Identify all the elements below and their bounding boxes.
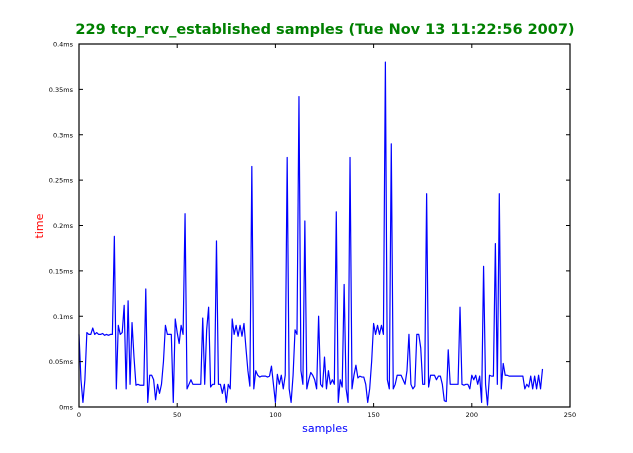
x-tick-label: 0 xyxy=(77,411,81,419)
y-tick-label: 0.05ms xyxy=(49,358,74,366)
y-tick-label: 0.15ms xyxy=(49,267,74,275)
plot-frame xyxy=(78,43,571,408)
y-tick-label: 0ms xyxy=(59,404,73,412)
y-tick-label: 0.35ms xyxy=(49,86,74,94)
x-tick-label: 200 xyxy=(466,411,478,419)
y-tick-label: 0.25ms xyxy=(49,177,74,185)
y-axis-label: time xyxy=(33,213,46,238)
x-tick-label: 50 xyxy=(173,411,181,419)
chart-title: 229 tcp_rcv_established samples (Tue Nov… xyxy=(75,22,574,38)
y-tick-label: 0.3ms xyxy=(53,131,74,139)
series-line-0 xyxy=(78,61,544,406)
y-tick-label: 0.4ms xyxy=(53,41,74,49)
x-axis-label: samples xyxy=(302,422,348,435)
y-tick-label: 0.2ms xyxy=(53,222,74,230)
x-tick-label: 250 xyxy=(564,411,576,419)
x-tick-label: 100 xyxy=(269,411,281,419)
x-tick-label: 150 xyxy=(367,411,379,419)
series-group xyxy=(78,61,544,406)
y-tick-label: 0.1ms xyxy=(53,313,74,321)
